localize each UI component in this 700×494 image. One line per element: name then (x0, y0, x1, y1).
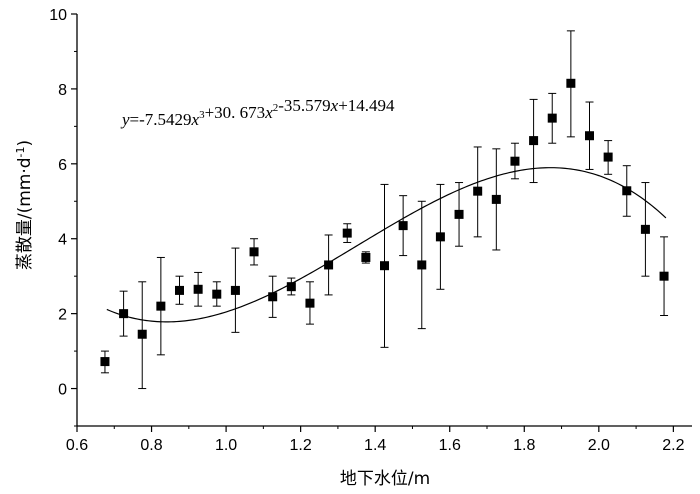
data-point (230, 285, 240, 295)
x-tick-label: 1.8 (513, 437, 535, 454)
data-point (622, 186, 632, 196)
x-tick-label: 1.6 (439, 437, 461, 454)
axes (76, 14, 692, 427)
data-point (473, 186, 483, 196)
data-point (603, 152, 613, 162)
data-point (119, 309, 129, 319)
data-point (249, 247, 259, 257)
error-bars (100, 30, 669, 390)
data-point (137, 329, 147, 339)
data-point (510, 156, 520, 166)
y-tick-label: 4 (58, 232, 67, 249)
data-point (380, 261, 389, 271)
x-tick-label: 0.6 (66, 437, 88, 454)
data-markers (100, 78, 669, 367)
x-axis-title: 地下水位/m (340, 469, 430, 489)
data-point (417, 260, 427, 270)
y-axis-ticks: 0 2 4 6 8 10 (49, 7, 77, 427)
y-tick-label: 2 (58, 307, 67, 324)
y-tick-label: 10 (49, 7, 67, 24)
data-point (342, 228, 352, 238)
data-point (175, 285, 184, 295)
data-point (100, 357, 110, 367)
x-tick-label: 0.8 (140, 437, 162, 454)
fit-equation: y=-7.5429x3+30. 673x2-35.579x+14.494 (120, 96, 395, 129)
data-point (435, 232, 445, 242)
data-point (286, 282, 296, 292)
data-point (585, 131, 594, 141)
data-point (268, 292, 278, 302)
y-axis-title: 蒸散量/(mm·d-1) (14, 140, 35, 270)
data-point (361, 252, 371, 262)
data-point (398, 221, 408, 231)
fit-curve (106, 167, 667, 323)
x-tick-label: 1.2 (290, 437, 312, 454)
y-tick-label: 6 (58, 157, 67, 174)
y-tick-label: 0 (58, 382, 67, 399)
data-point (324, 260, 334, 270)
data-point (454, 209, 464, 219)
data-point (659, 271, 669, 281)
data-point (212, 289, 222, 299)
data-point (491, 194, 501, 204)
data-point (193, 284, 203, 294)
data-point (547, 113, 557, 123)
data-point (640, 224, 650, 234)
x-tick-label: 1.0 (215, 437, 237, 454)
data-point (156, 301, 166, 311)
x-tick-label: 2.2 (662, 437, 684, 454)
data-point (529, 136, 539, 146)
x-axis-ticks: 0.6 0.8 1.0 1.2 1.4 1.6 1.8 2.0 2.2 (66, 426, 685, 454)
data-point (305, 298, 315, 308)
x-tick-label: 2.0 (588, 437, 610, 454)
data-point (566, 78, 576, 88)
y-tick-label: 8 (58, 82, 67, 99)
x-tick-label: 1.4 (364, 437, 386, 454)
